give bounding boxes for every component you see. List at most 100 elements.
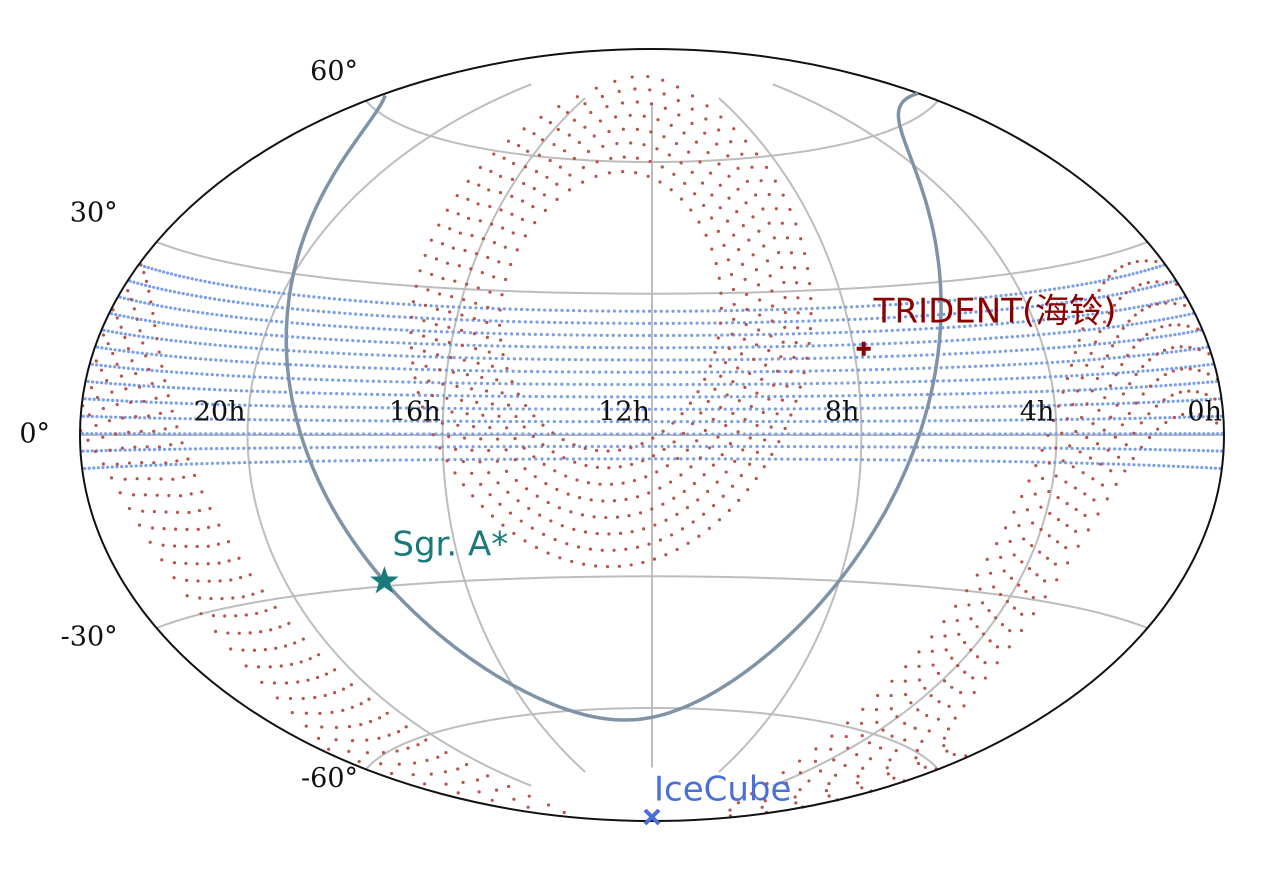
coverage-dot <box>762 244 766 248</box>
coverage-dot <box>838 330 842 335</box>
coverage-dot <box>190 293 194 297</box>
coverage-dot <box>1134 372 1138 377</box>
coverage-dot <box>743 277 747 281</box>
coverage-dot <box>144 354 148 358</box>
coverage-dot <box>953 352 958 356</box>
coverage-dot <box>1173 432 1177 436</box>
coverage-dot <box>805 457 809 461</box>
coverage-dot <box>471 445 475 449</box>
coverage-dot <box>774 207 778 211</box>
coverage-dot <box>1112 303 1117 307</box>
coverage-dot <box>998 592 1003 597</box>
coverage-dot <box>461 460 465 464</box>
coverage-dot <box>776 357 781 361</box>
coverage-dot <box>1123 274 1127 278</box>
coverage-dot <box>1106 402 1110 406</box>
coverage-dot <box>1178 382 1182 387</box>
coverage-dot <box>808 281 812 286</box>
coverage-dot <box>1097 288 1101 292</box>
coverage-dot <box>523 467 527 471</box>
coverage-dot <box>1165 350 1169 355</box>
coverage-dot <box>918 327 923 331</box>
coverage-dot <box>468 306 472 310</box>
coverage-dot <box>780 265 784 270</box>
coverage-dot <box>205 311 209 316</box>
coverage-dot <box>630 309 634 313</box>
coverage-dot <box>538 345 542 349</box>
coverage-dot <box>253 288 257 292</box>
coverage-dot <box>508 419 513 424</box>
coverage-dot <box>894 302 898 307</box>
coverage-dot <box>1101 402 1105 406</box>
coverage-dot <box>711 432 715 436</box>
coverage-dot <box>1004 293 1008 297</box>
coverage-dot <box>989 336 993 340</box>
coverage-dot <box>1037 375 1041 379</box>
coverage-dot <box>83 397 87 401</box>
coverage-dot <box>170 370 174 374</box>
y-tick-label: 0° <box>19 419 50 450</box>
coverage-dot <box>122 314 126 318</box>
coverage-dot <box>1047 332 1051 336</box>
coverage-dot <box>842 406 846 411</box>
coverage-dot <box>488 356 492 360</box>
coverage-dot <box>910 301 914 305</box>
coverage-dot <box>1141 392 1145 396</box>
coverage-dot <box>324 672 329 676</box>
coverage-dot <box>209 596 213 601</box>
coverage-dot <box>532 345 536 349</box>
coverage-dot <box>1025 508 1030 512</box>
coverage-dot <box>849 355 853 360</box>
coverage-dot <box>872 406 876 410</box>
coverage-dot <box>691 520 695 524</box>
coverage-dot <box>885 458 889 462</box>
coverage-dot <box>553 407 557 411</box>
coverage-dot <box>414 284 418 288</box>
coverage-dot <box>755 432 759 436</box>
coverage-dot <box>1014 292 1018 296</box>
coverage-dot <box>729 309 733 313</box>
coverage-dot <box>198 432 202 436</box>
coverage-dot <box>903 406 907 410</box>
coverage-dot <box>364 392 368 396</box>
coverage-dot <box>178 274 182 278</box>
coverage-dot <box>646 74 650 79</box>
coverage-dot <box>660 358 664 362</box>
coverage-dot <box>706 399 710 404</box>
coverage-dot <box>242 446 246 450</box>
coverage-dot <box>466 179 470 183</box>
coverage-dot <box>308 350 312 354</box>
coverage-dot <box>509 457 513 461</box>
coverage-dot <box>1026 446 1030 450</box>
coverage-dot <box>199 295 203 299</box>
coverage-dot <box>697 370 701 374</box>
coverage-dot <box>259 318 263 322</box>
coverage-dot <box>671 421 675 425</box>
coverage-dot <box>992 418 996 422</box>
coverage-dot <box>951 365 955 369</box>
coverage-dot <box>933 419 937 423</box>
coverage-dot <box>190 277 194 281</box>
coverage-dot <box>1003 526 1008 530</box>
coverage-dot <box>1149 302 1154 307</box>
coverage-dot <box>523 369 528 374</box>
coverage-dot <box>1153 448 1157 452</box>
coverage <box>79 74 1224 818</box>
coverage-dot <box>223 614 227 618</box>
coverage-dot <box>1054 446 1058 450</box>
coverage-dot <box>758 357 762 361</box>
coverage-dot <box>779 355 783 359</box>
coverage-dot <box>799 344 803 348</box>
coverage-dot <box>902 354 906 358</box>
coverage-dot <box>1024 291 1028 295</box>
coverage-dot <box>409 330 413 335</box>
coverage-dot <box>221 461 225 465</box>
coverage-dot <box>901 328 906 332</box>
coverage-dot <box>375 313 379 318</box>
coverage-dot <box>1102 447 1106 451</box>
coverage-dot <box>860 786 864 790</box>
coverage-dot <box>755 457 759 461</box>
coverage-dot <box>831 356 835 360</box>
coverage-dot <box>1187 389 1191 393</box>
x-tick-label: 0h <box>1187 397 1222 428</box>
